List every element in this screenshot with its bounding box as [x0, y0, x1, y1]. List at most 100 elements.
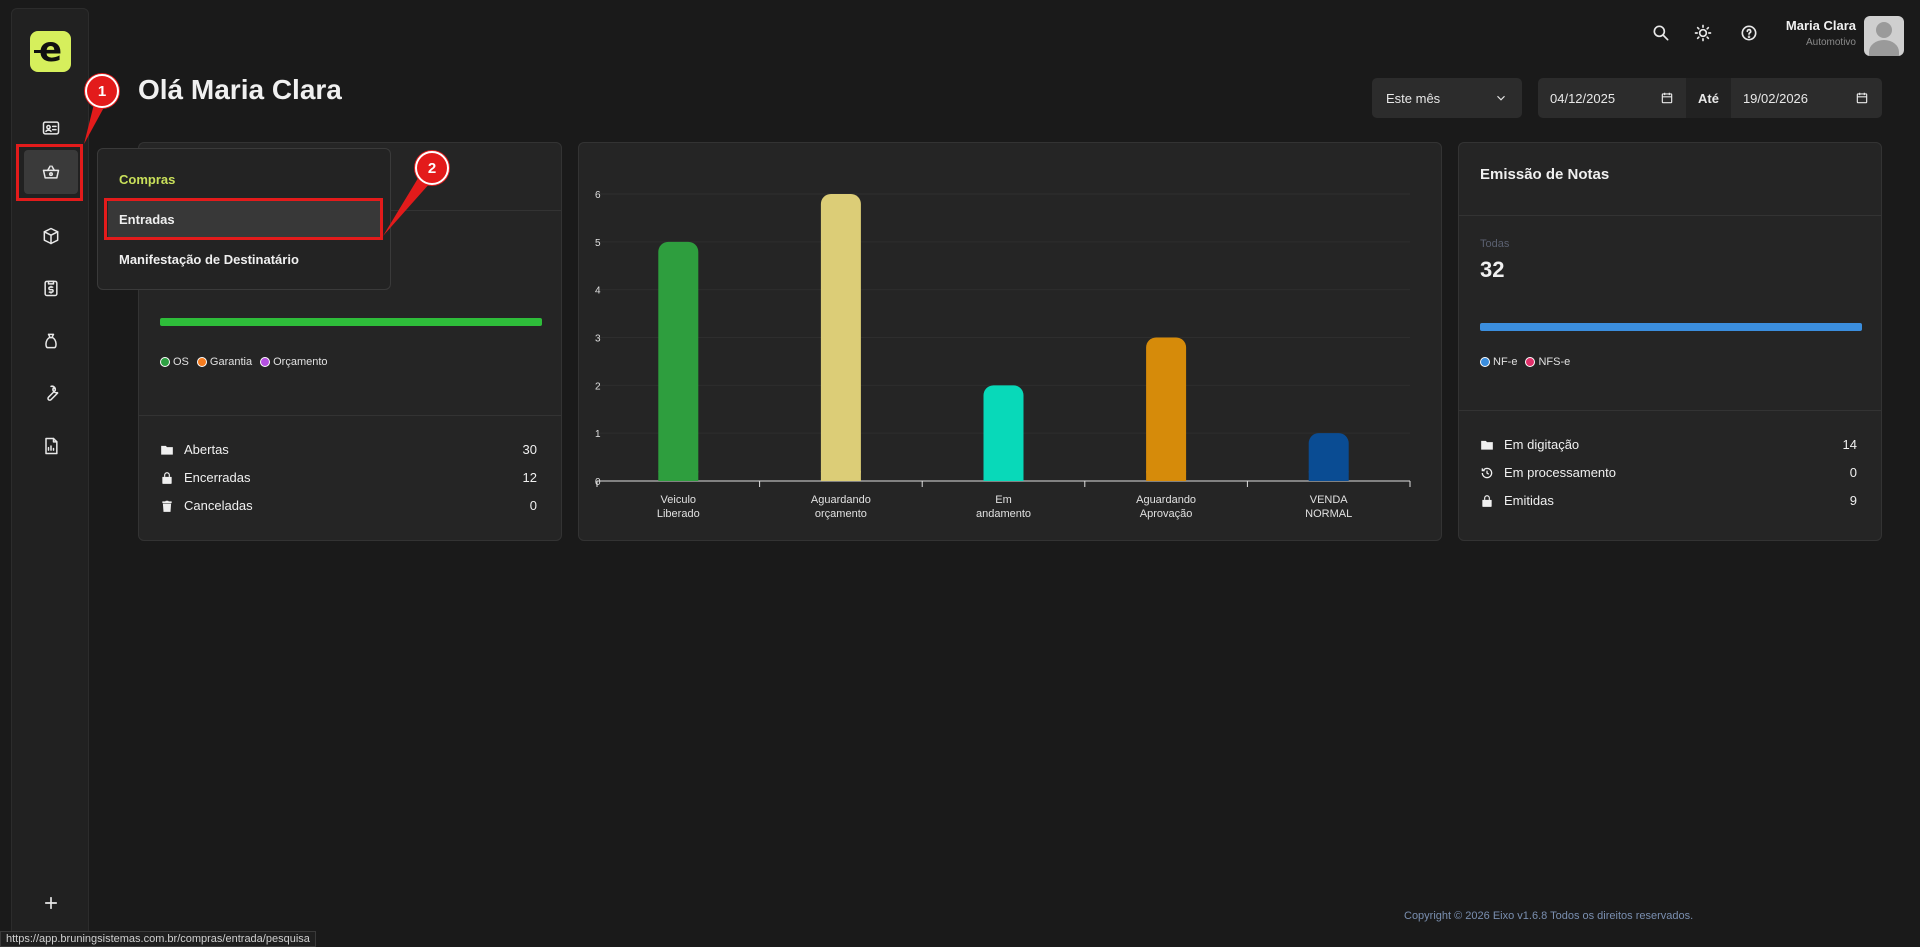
date-to-value: 19/02/2026	[1742, 90, 1809, 106]
legend-item-orcamento[interactable]: Orçamento	[260, 356, 328, 368]
y-tick-label: 3	[595, 334, 601, 345]
chart-bar[interactable]	[658, 241, 699, 481]
y-tick-label: 0	[595, 477, 601, 488]
x-category-label: Veiculo	[661, 494, 696, 506]
plus-icon	[45, 897, 57, 909]
legend-dot	[260, 357, 271, 367]
y-tick-label: 1	[595, 429, 601, 440]
notas-progress-bar	[1480, 323, 1862, 331]
calendar-icon	[1661, 92, 1673, 104]
date-to-input[interactable]: 19/02/2026	[1731, 78, 1881, 118]
x-category-label: andamento	[976, 508, 1031, 520]
stat-row-canceladas[interactable]: Canceladas 0	[160, 498, 537, 513]
legend-item-nfe[interactable]: NF-e	[1480, 356, 1517, 368]
legend-item-garantia[interactable]: Garantia	[196, 356, 252, 368]
basket-icon	[42, 165, 60, 179]
annotation-highlight-compras	[16, 144, 83, 201]
chevron-down-icon	[1497, 95, 1505, 101]
sidebar: e	[11, 8, 89, 937]
period-select[interactable]: Este mês	[1372, 78, 1522, 118]
x-category-label: VENDA	[1310, 494, 1349, 506]
notas-card-title: Emissão de Notas	[1480, 166, 1610, 183]
x-category-label: Liberado	[657, 508, 700, 520]
chart-bar-base	[658, 471, 699, 481]
y-tick-label: 4	[595, 286, 601, 297]
period-select-value: Este mês	[1386, 90, 1441, 106]
card-divider	[1459, 215, 1881, 216]
stat-row-abertas[interactable]: Abertas 30	[160, 442, 537, 457]
logo[interactable]: e	[30, 31, 71, 72]
card-divider	[1459, 410, 1881, 411]
chart-bar[interactable]	[1146, 337, 1187, 482]
sidebar-item-servicos[interactable]	[24, 371, 78, 415]
search-button[interactable]	[1648, 20, 1674, 46]
legend-dot	[1480, 357, 1490, 367]
add-button[interactable]	[24, 881, 78, 925]
chart-bar[interactable]	[1308, 433, 1349, 481]
legend-item-nfse[interactable]: NFS-e	[1525, 356, 1570, 368]
legend-item-os[interactable]: OS	[160, 356, 189, 368]
os-legend: OS Garantia Orçamento	[160, 356, 328, 368]
lock-icon	[1482, 494, 1492, 507]
stat-row-em-digitacao[interactable]: Em digitação 14	[1480, 437, 1857, 452]
stat-row-em-processamento[interactable]: Em processamento 0	[1480, 465, 1857, 480]
sidebar-item-compras[interactable]	[24, 150, 78, 194]
chart-bar-base	[983, 471, 1024, 481]
menu-item-manifestacao-destinatario[interactable]: Manifestação de Destinatário	[119, 251, 299, 267]
date-separator: Até	[1686, 78, 1731, 118]
legend-dot	[196, 357, 207, 367]
clipboard-dollar-icon	[44, 280, 58, 297]
stat-row-emitidas[interactable]: Emitidas 9	[1480, 493, 1857, 508]
notas-legend: NF-e NFS-e	[1480, 356, 1570, 368]
avatar[interactable]	[1864, 16, 1904, 56]
status-bar-url: https://app.bruningsistemas.com.br/compr…	[0, 931, 316, 947]
compras-dropdown-menu: Compras Entradas Manifestação de Destina…	[97, 148, 391, 290]
y-tick-label: 2	[595, 381, 601, 392]
annotation-badge-2: 2	[415, 151, 449, 185]
sidebar-item-financeiro[interactable]	[24, 266, 78, 310]
y-tick-label: 6	[595, 190, 601, 201]
stat-row-encerradas[interactable]: Encerradas 12	[160, 470, 537, 485]
x-category-label: Aguardando	[811, 494, 871, 506]
legend-dot	[1525, 357, 1536, 367]
chart-card: 0 1 2 3 4 5 6 Veiculo Liberado Aguardando orçament…	[578, 142, 1442, 541]
notas-total-value: 32	[1480, 257, 1505, 282]
x-category-label: NORMAL	[1305, 508, 1352, 520]
chart-bar-base	[1308, 471, 1349, 481]
chart-bar[interactable]	[820, 194, 861, 481]
money-bag-icon	[45, 333, 57, 349]
status-bar-chart: 0 1 2 3 4 5 6 Veiculo Liberado Aguardando orçament…	[595, 190, 1411, 520]
sidebar-item-cadastros[interactable]	[24, 106, 78, 150]
notas-total-label: Todas	[1480, 238, 1510, 250]
annotation-badge-1: 1	[85, 74, 119, 108]
history-icon	[1481, 467, 1493, 478]
y-tick-label: 5	[595, 238, 601, 249]
theme-toggle-button[interactable]	[1690, 20, 1716, 46]
sidebar-item-vendas[interactable]	[24, 319, 78, 363]
help-icon	[1741, 25, 1757, 41]
wrench-icon	[47, 385, 59, 401]
search-icon	[1653, 25, 1669, 41]
annotation-highlight-entradas	[104, 198, 383, 240]
chart-bar[interactable]	[983, 385, 1024, 481]
page-title: Olá Maria Clara	[138, 74, 342, 105]
card-divider	[139, 415, 561, 416]
user-name[interactable]: Maria Clara	[1785, 18, 1856, 33]
user-role: Automotivo	[1805, 37, 1856, 48]
chart-bar-base	[1146, 471, 1187, 481]
date-range: 04/12/2025 Até 19/02/2026	[1538, 78, 1882, 118]
report-icon	[45, 437, 58, 455]
date-from-value: 04/12/2025	[1550, 90, 1616, 106]
menu-item-entradas[interactable]: Entradas	[108, 199, 380, 239]
chart-bar-base	[820, 471, 861, 481]
x-category-label: Aguardando	[1136, 494, 1196, 506]
sidebar-item-relatorios[interactable]	[24, 424, 78, 468]
folder-icon	[161, 445, 173, 455]
x-category-label: Aprovação	[1140, 508, 1193, 520]
copyright-text: Copyright © 2026 Eixo v1.6.8 Todos os di…	[1404, 910, 1694, 922]
sidebar-item-estoque[interactable]	[24, 214, 78, 258]
trash-icon	[162, 500, 172, 512]
help-button[interactable]	[1736, 20, 1762, 46]
x-category-label: Em	[995, 494, 1012, 506]
date-from-input[interactable]: 04/12/2025	[1538, 78, 1686, 118]
